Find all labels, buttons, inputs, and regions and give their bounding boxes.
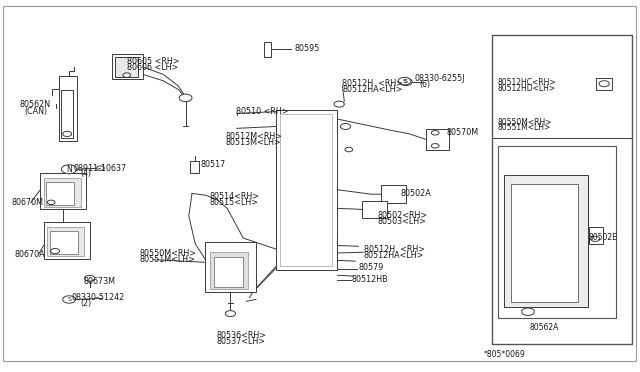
Circle shape: [599, 81, 609, 87]
Bar: [40, 173, 86, 209]
Bar: [61, 90, 73, 138]
Circle shape: [431, 144, 439, 148]
Text: S: S: [67, 297, 71, 302]
Text: 80502E: 80502E: [589, 233, 618, 242]
Text: 80517: 80517: [200, 160, 225, 169]
Bar: [115, 57, 138, 77]
Circle shape: [398, 77, 411, 85]
Text: 80512H  <RH>: 80512H <RH>: [342, 79, 403, 88]
Circle shape: [63, 131, 72, 137]
Circle shape: [47, 200, 55, 205]
Text: (2): (2): [80, 299, 92, 308]
Circle shape: [334, 101, 344, 107]
Bar: [276, 110, 337, 270]
Circle shape: [123, 73, 131, 77]
Circle shape: [399, 78, 412, 86]
Text: (6): (6): [419, 80, 430, 89]
Text: (4): (4): [80, 169, 91, 178]
Text: 80606 <LH>: 80606 <LH>: [127, 63, 178, 72]
Text: *805*0069: *805*0069: [484, 350, 525, 359]
Circle shape: [345, 147, 353, 152]
Text: 80536<RH>: 80536<RH>: [216, 331, 266, 340]
Text: S: S: [404, 79, 408, 84]
Circle shape: [340, 124, 351, 129]
Bar: [44, 222, 90, 259]
Bar: [264, 42, 271, 57]
Bar: [59, 76, 77, 141]
Text: 80579: 80579: [358, 263, 384, 272]
Text: 08911-10637: 08911-10637: [74, 164, 127, 173]
Bar: [426, 129, 449, 150]
Text: 80512M<RH>: 80512M<RH>: [225, 132, 282, 141]
Text: 80673M: 80673M: [83, 278, 115, 286]
Bar: [205, 242, 256, 292]
Circle shape: [431, 131, 439, 135]
Text: 80503<LH>: 80503<LH>: [378, 217, 426, 226]
Bar: [210, 252, 248, 289]
Text: 80512HD<LH>: 80512HD<LH>: [498, 84, 556, 93]
Text: (CAN): (CAN): [24, 107, 47, 116]
Text: 80512HA<LH>: 80512HA<LH>: [364, 251, 424, 260]
Circle shape: [591, 236, 600, 241]
Circle shape: [61, 165, 77, 174]
Text: 80550M<RH>: 80550M<RH>: [498, 118, 552, 126]
Bar: [596, 78, 612, 90]
Bar: [190, 161, 199, 173]
Text: 80550M<RH>: 80550M<RH>: [140, 249, 196, 258]
Text: 80512HC<RH>: 80512HC<RH>: [498, 78, 557, 87]
Circle shape: [84, 275, 95, 281]
Text: 80605 <RH>: 80605 <RH>: [127, 57, 179, 66]
Bar: [511, 184, 578, 302]
Text: 80512HA<LH>: 80512HA<LH>: [342, 85, 403, 94]
Circle shape: [51, 248, 60, 254]
Text: 80537<LH>: 80537<LH>: [216, 337, 266, 346]
Text: 80562A: 80562A: [530, 323, 559, 332]
Text: 80570M: 80570M: [447, 128, 479, 137]
Text: S: S: [403, 78, 406, 84]
Text: 08330-6255J: 08330-6255J: [415, 74, 465, 83]
Circle shape: [522, 308, 534, 315]
Bar: [44, 178, 81, 207]
Text: 80512H  <RH>: 80512H <RH>: [364, 246, 424, 254]
Bar: [280, 114, 332, 266]
Text: 80512HB: 80512HB: [352, 275, 388, 283]
Bar: [112, 54, 143, 79]
Circle shape: [179, 94, 192, 102]
Text: 80551M<LH>: 80551M<LH>: [140, 255, 195, 264]
Text: 08330-51242: 08330-51242: [72, 293, 125, 302]
Bar: [50, 231, 78, 254]
Bar: [498, 146, 616, 318]
Circle shape: [225, 311, 236, 317]
Bar: [362, 201, 387, 218]
Text: 80595: 80595: [294, 44, 320, 53]
Text: 80670M: 80670M: [12, 198, 44, 207]
Text: 80551M<LH>: 80551M<LH>: [498, 123, 551, 132]
Circle shape: [97, 166, 104, 170]
Text: 80670A: 80670A: [14, 250, 45, 259]
Text: 80513M<LH>: 80513M<LH>: [225, 138, 281, 147]
Bar: [46, 182, 74, 205]
Text: 80514<RH>: 80514<RH>: [210, 192, 260, 201]
Bar: [589, 227, 603, 244]
Bar: [381, 185, 406, 203]
Text: 80515<LH>: 80515<LH>: [210, 198, 259, 207]
Text: 80562N: 80562N: [19, 100, 51, 109]
Text: 80510 <RH>: 80510 <RH>: [236, 107, 288, 116]
Bar: [47, 227, 84, 256]
Bar: [492, 35, 632, 344]
Text: N: N: [67, 165, 72, 174]
Text: 80502<RH>: 80502<RH>: [378, 211, 428, 220]
Text: 80502A: 80502A: [401, 189, 431, 198]
Bar: [504, 175, 588, 307]
Circle shape: [63, 296, 76, 303]
Bar: [214, 257, 243, 287]
